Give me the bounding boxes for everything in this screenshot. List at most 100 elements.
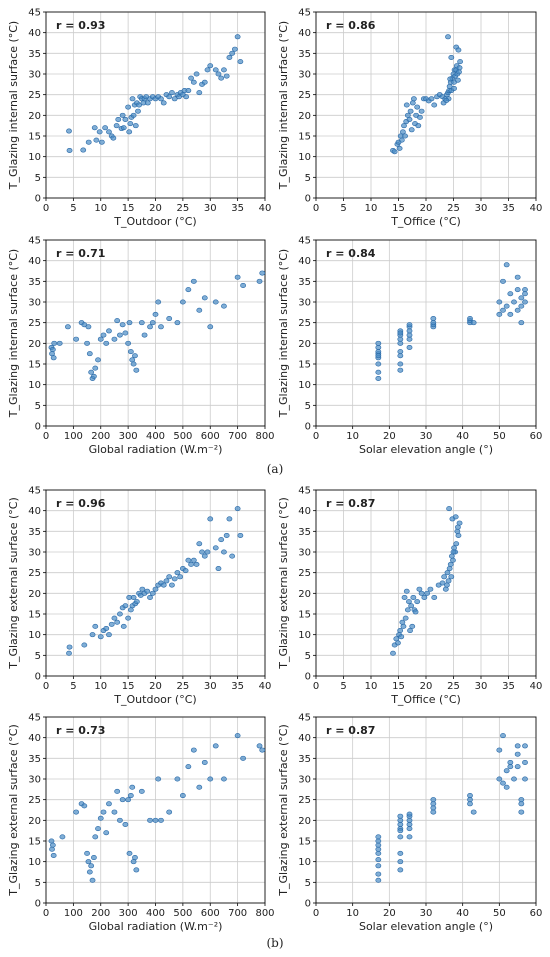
data-point [446, 506, 452, 512]
data-point [447, 76, 454, 82]
data-point [133, 367, 140, 373]
data-point [430, 801, 437, 807]
data-point [404, 112, 411, 118]
data-point [396, 145, 403, 151]
x-tick-label: 25 [447, 203, 460, 214]
data-point [375, 349, 382, 355]
x-tick-label: 30 [475, 681, 488, 692]
data-point [522, 299, 528, 305]
data-point [223, 73, 230, 79]
correlation-label: r = 0.96 [56, 497, 106, 510]
x-tick-label: 35 [502, 681, 515, 692]
data-point [404, 607, 411, 613]
data-point [496, 776, 503, 782]
data-point [158, 324, 164, 330]
data-point [152, 586, 159, 592]
data-point [416, 586, 423, 592]
y-tick-label: 5 [35, 401, 41, 412]
data-point [85, 324, 92, 330]
y-tick-label: 25 [28, 318, 41, 329]
data-point [221, 776, 227, 782]
data-point [522, 291, 528, 297]
data-point [375, 857, 382, 863]
data-point [223, 532, 230, 538]
data-point [375, 834, 382, 840]
y-tick-label: 35 [28, 277, 41, 288]
x-tick-label: 40 [456, 908, 469, 919]
y-tick-label: 5 [35, 651, 41, 662]
data-point [406, 811, 413, 817]
data-point [177, 574, 184, 580]
data-point [138, 320, 145, 326]
x-axis-label: Global radiation (W.m⁻²) [89, 920, 223, 933]
data-point [375, 353, 382, 359]
data-point [375, 375, 382, 381]
data-point [212, 743, 219, 749]
data-point [467, 797, 473, 803]
data-point [518, 797, 525, 803]
x-tick-label: 35 [231, 681, 244, 692]
data-point [59, 834, 66, 840]
y-tick-label: 40 [28, 733, 41, 744]
data-point [91, 373, 97, 379]
plot-border [45, 489, 266, 677]
x-tick-label: 0 [43, 203, 49, 214]
data-point [169, 90, 175, 96]
y-tick-label: 35 [28, 527, 41, 538]
x-tick-label: 300 [119, 431, 138, 442]
x-tick-label: 60 [530, 908, 543, 919]
y-tick-label: 0 [305, 672, 311, 683]
data-point [49, 842, 56, 848]
data-point [80, 147, 87, 153]
data-point [456, 520, 463, 526]
data-point [93, 137, 100, 143]
data-point [455, 47, 462, 53]
x-tick-label: 15 [122, 203, 135, 214]
data-point [179, 793, 186, 799]
data-point [500, 733, 506, 739]
data-point [204, 67, 211, 73]
data-point [50, 355, 57, 361]
data-point [114, 619, 121, 625]
data-point [375, 361, 382, 367]
data-point [169, 582, 175, 588]
data-point [201, 79, 208, 85]
data-point [518, 801, 525, 807]
data-point [408, 603, 415, 609]
data-point [119, 797, 126, 803]
data-point [88, 863, 95, 869]
y-tick-label: 20 [298, 589, 311, 600]
data-point [92, 365, 99, 371]
x-tick-label: 30 [204, 203, 217, 214]
y-tick-label: 15 [298, 360, 311, 371]
data-point [418, 108, 425, 114]
figure-label-a: (a) [266, 462, 284, 476]
y-tick-label: 40 [298, 28, 311, 39]
data-point [444, 570, 451, 576]
data-point [507, 759, 514, 765]
x-tick-label: 700 [228, 431, 247, 442]
data-point [410, 594, 417, 600]
data-point [138, 788, 145, 794]
data-point [451, 545, 457, 551]
data-point [406, 599, 412, 605]
y-tick-label: 15 [28, 360, 41, 371]
data-point [375, 842, 382, 848]
data-point [185, 88, 192, 94]
data-point [190, 747, 197, 753]
y-tick-label: 10 [298, 380, 311, 391]
y-tick-label: 30 [28, 548, 41, 559]
x-tick-label: 20 [420, 203, 433, 214]
y-tick-label: 0 [35, 194, 41, 205]
data-point [406, 336, 413, 342]
data-point [218, 537, 225, 543]
data-point [196, 90, 203, 96]
scatter-panel-2: 0 5 10 15 20 25 30 35 40 0 5 10 15 20 25 30 35 40 45 r = 0.… [277, 8, 542, 229]
y-tick-label: 40 [28, 256, 41, 267]
data-point [106, 632, 112, 638]
data-point [122, 821, 129, 827]
x-axis-label: Global radiation (W.m⁻²) [89, 443, 223, 456]
y-tick-label: 20 [28, 589, 41, 600]
data-point [125, 104, 132, 110]
data-point [111, 336, 118, 342]
